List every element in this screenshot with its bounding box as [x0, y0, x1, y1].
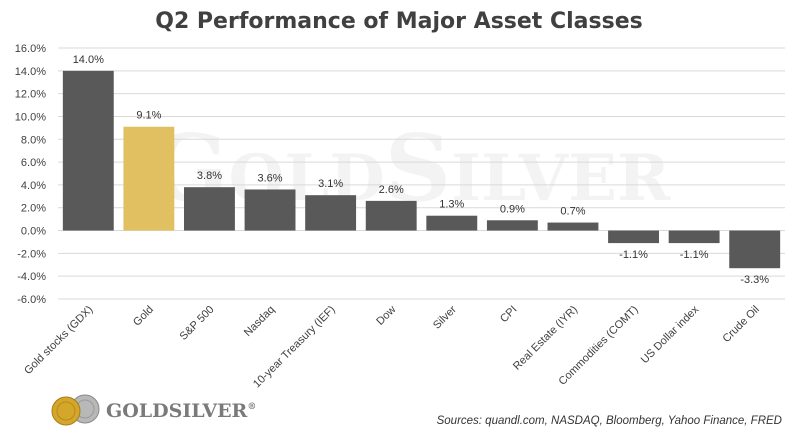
category-label: Dow [374, 304, 398, 328]
category-label: CPI [498, 304, 519, 325]
logo: GOLDSILVER® [51, 394, 256, 426]
category-label: US Dollar index [639, 303, 702, 366]
data-label: 14.0% [73, 54, 104, 66]
grid [58, 47, 785, 300]
data-label: -1.1% [619, 249, 648, 261]
data-label: -1.1% [680, 249, 709, 261]
data-label: 0.9% [500, 203, 525, 215]
chart-title: Q2 Performance of Major Asset Classes [155, 9, 642, 34]
svg-text:GOLDSILVER: GOLDSILVER [150, 114, 671, 222]
category-label: Silver [431, 303, 459, 331]
data-label: 3.6% [258, 172, 283, 184]
category-labels: Gold stocks (GDX) Gold S&P 500 Nasdaq10-yea… [22, 303, 762, 390]
y-tick-label: 8.0% [21, 134, 46, 146]
bar [668, 230, 720, 244]
data-label: 2.6% [379, 184, 404, 196]
bar [547, 222, 599, 231]
bars [62, 70, 781, 269]
data-label: 3.8% [197, 170, 222, 182]
data-label: 9.1% [136, 110, 161, 122]
y-tick-label: 14.0% [15, 66, 46, 78]
y-tick-label: -4.0% [17, 271, 46, 283]
y-tick-label: -6.0% [17, 294, 46, 306]
y-axis-ticks: 16.0% 14.0% 12.0% 10.0% 8.0% 6.0% 4.0% 2.0% 0.0%… [15, 43, 46, 306]
y-tick-label: 16.0% [15, 43, 46, 55]
y-tick-label: 12.0% [15, 89, 46, 101]
y-tick-label: -2.0% [17, 248, 46, 260]
source-note: Sources: quandl.com, NASDAQ, Bloomberg, … [437, 415, 782, 427]
logo-text: GOLDSILVER® [106, 400, 256, 422]
data-label: 3.1% [318, 178, 343, 190]
data-label: 1.3% [439, 199, 464, 211]
bar [365, 200, 417, 231]
bar [426, 215, 478, 231]
bar [608, 230, 659, 244]
bar [486, 220, 538, 231]
category-label: Gold stocks (GDX) [22, 304, 95, 377]
gold-silver-coins-icon [51, 394, 100, 426]
y-tick-label: 10.0% [15, 111, 46, 123]
data-labels: 14.0% 9.1% 3.8% 3.6% 3.1% 2.6% 1.3% 0.9% 0.7% -1.… [73, 54, 770, 286]
bar [729, 230, 781, 269]
category-label: Gold [131, 304, 156, 329]
bar [305, 195, 357, 231]
y-tick-label: 0.0% [21, 226, 46, 238]
category-label: S&P 500 [178, 304, 217, 343]
bar [244, 189, 296, 231]
watermark: GOLDSILVER [150, 114, 671, 222]
bar [184, 187, 235, 231]
data-label: -3.3% [740, 274, 769, 286]
y-tick-label: 2.0% [21, 203, 46, 215]
bar [123, 126, 175, 231]
category-label: Real Estate (IYR) [511, 304, 580, 373]
category-label: Nasdaq [242, 304, 277, 339]
bar [62, 70, 114, 231]
category-label: Crude Oil [720, 304, 761, 345]
y-tick-label: 4.0% [21, 180, 46, 192]
y-tick-label: 6.0% [21, 157, 46, 169]
data-label: 0.7% [560, 206, 585, 218]
